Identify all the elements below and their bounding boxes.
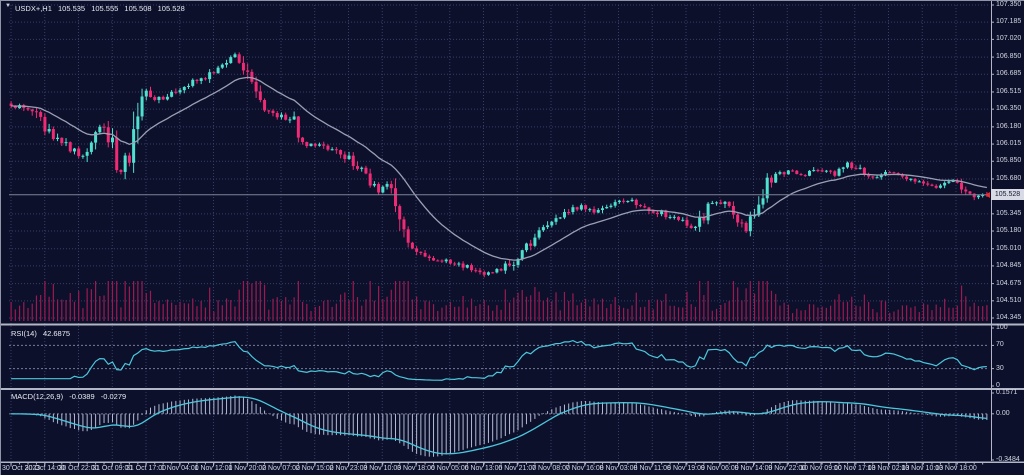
rsi-line bbox=[11, 339, 987, 381]
moving-average-line bbox=[11, 76, 988, 261]
rsi-levels bbox=[9, 344, 989, 370]
grid bbox=[9, 4, 989, 460]
macd-histogram bbox=[14, 395, 988, 457]
macd-signal-line bbox=[11, 396, 987, 455]
pane-separators bbox=[1, 1, 1024, 463]
volume-histogram bbox=[10, 281, 988, 321]
axis-ticks bbox=[10, 4, 994, 467]
candlesticks bbox=[9, 52, 989, 278]
